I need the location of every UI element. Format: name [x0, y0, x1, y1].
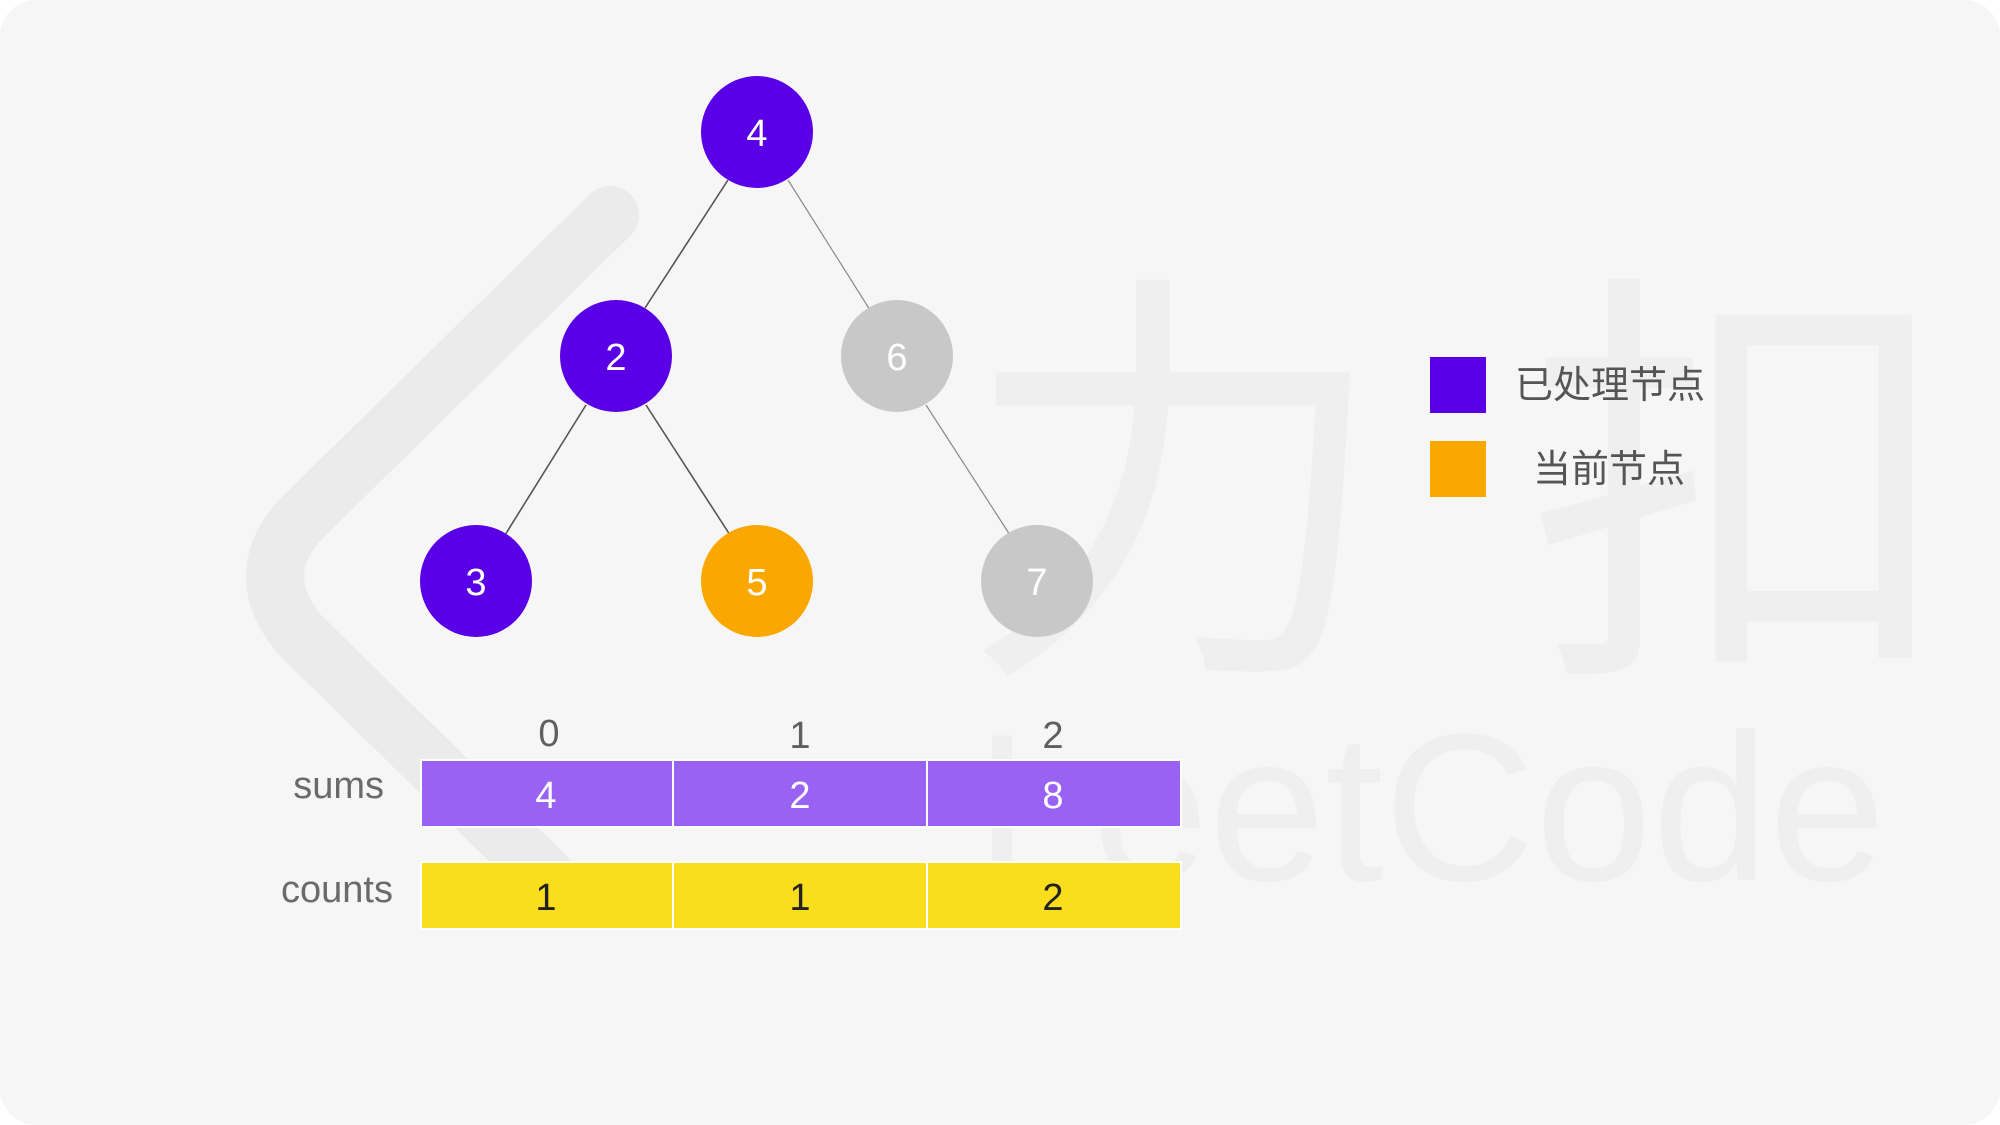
sums-cell: [672, 759, 928, 828]
leetcode-logo-icon: [246, 186, 639, 919]
edge-6-7: [925, 404, 1011, 536]
node-label: 4: [746, 113, 767, 155]
legend-current-swatch: [1430, 441, 1486, 497]
legend-current-label: 当前节点: [1533, 447, 1685, 491]
index-label: 2: [1042, 715, 1063, 757]
counts-cell: [672, 861, 928, 930]
sums-cell-value: 4: [535, 775, 556, 817]
counts-cell-value: 1: [789, 877, 810, 919]
sums-row-label: sums: [293, 765, 384, 807]
sums-row: sums 4 2 8: [293, 759, 1182, 828]
tree-node: 6: [841, 300, 953, 412]
node-label: 2: [605, 337, 626, 379]
counts-row: counts 1 1 2: [281, 861, 1182, 930]
edge-2-3: [504, 404, 587, 536]
counts-cell: [926, 861, 1182, 930]
node-label: 5: [746, 562, 767, 604]
node-circle: [420, 525, 532, 637]
sums-cell-value: 2: [789, 775, 810, 817]
tree-nodes: 4 2 6 3 5 7: [420, 76, 1093, 637]
tree-node: 2: [560, 300, 672, 412]
tree-node: 4: [701, 76, 813, 188]
counts-row-label: counts: [281, 869, 393, 911]
index-label: 1: [789, 715, 810, 757]
node-circle: [701, 525, 813, 637]
edge-4-6: [787, 179, 871, 311]
node-circle: [841, 300, 953, 412]
tree-node: 7: [981, 525, 1093, 637]
sums-cell: [926, 759, 1182, 828]
node-label: 7: [1026, 562, 1047, 604]
edge-4-2: [644, 179, 729, 309]
counts-cell-value: 2: [1042, 877, 1063, 919]
tree-node: 5: [701, 525, 813, 637]
node-label: 6: [886, 337, 907, 379]
legend-processed-swatch: [1430, 357, 1486, 413]
tree-edges: [504, 179, 1011, 536]
edge-2-5: [645, 404, 731, 536]
node-circle: [981, 525, 1093, 637]
node-circle: [560, 300, 672, 412]
counts-cell: [420, 861, 674, 930]
sums-cell: [420, 759, 674, 828]
tree-node: 3: [420, 525, 532, 637]
index-label: 0: [538, 713, 559, 755]
sums-cell-value: 8: [1042, 775, 1063, 817]
node-label: 3: [465, 562, 486, 604]
node-circle: [701, 76, 813, 188]
array-indices: 0 1 2: [538, 713, 1063, 757]
counts-cell-value: 1: [535, 877, 556, 919]
legend-processed-label: 已处理节点: [1515, 363, 1705, 407]
legend: 已处理节点 当前节点: [1430, 357, 1705, 497]
